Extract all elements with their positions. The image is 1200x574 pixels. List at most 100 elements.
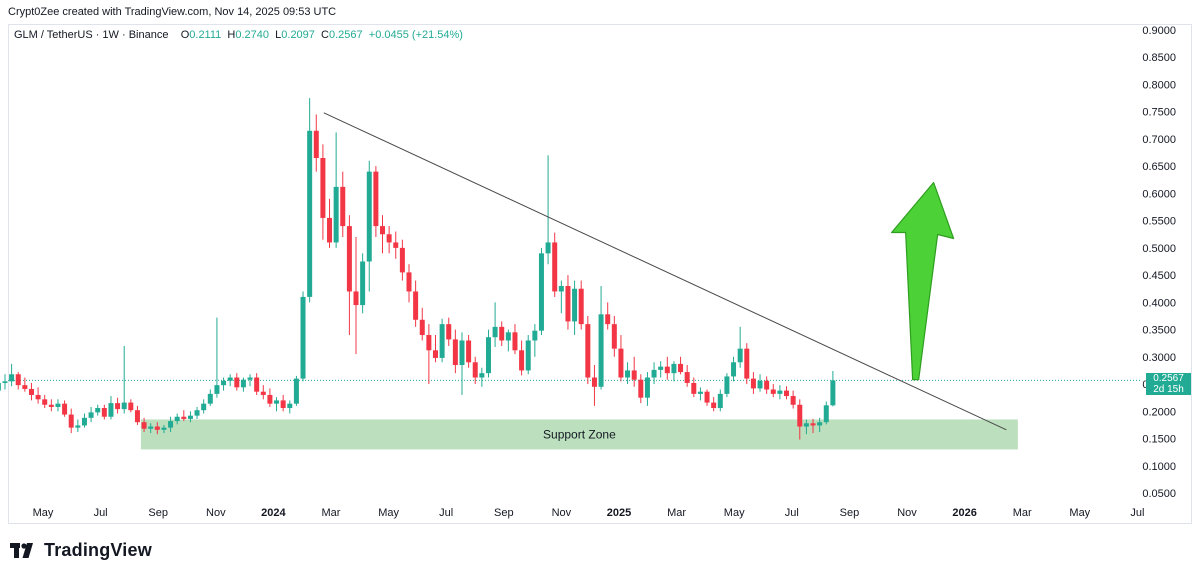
candle (432, 335, 438, 363)
x-axis-tick-label: Jul (439, 507, 453, 519)
candle-body (280, 400, 286, 409)
candle-body (492, 326, 498, 338)
candle (538, 247, 544, 336)
candle (327, 198, 333, 248)
candle-body (68, 414, 74, 428)
tradingview-logo[interactable]: TradingView (10, 540, 152, 561)
high-label: H (227, 29, 236, 41)
candle (35, 387, 41, 404)
candle-body (552, 242, 558, 292)
candle-body (81, 417, 87, 426)
candle (784, 386, 790, 400)
candle-body (353, 291, 359, 306)
x-axis-tick-label: 2026 (952, 507, 976, 519)
candle-body (240, 379, 246, 388)
candle-body (22, 385, 28, 389)
candle (426, 324, 432, 385)
candle (214, 317, 220, 398)
candle (651, 362, 657, 385)
candle-body (605, 314, 611, 325)
candle-body (459, 340, 465, 365)
candle (472, 356, 478, 385)
candle (658, 361, 664, 378)
candle (187, 411, 193, 423)
candle (293, 375, 299, 406)
candle-body (333, 186, 339, 243)
candle-body (770, 389, 776, 394)
x-axis-tick-label: Jul (785, 507, 799, 519)
candle-body (803, 423, 809, 427)
candle-body (538, 253, 544, 331)
candle (446, 317, 452, 346)
candle-body (790, 396, 796, 405)
candle-body (15, 374, 21, 386)
candle (274, 397, 280, 412)
candle-body (88, 412, 94, 418)
candle (267, 388, 273, 407)
candle (121, 345, 127, 414)
candle-body (591, 377, 597, 387)
candle (525, 335, 531, 375)
candle-body (439, 324, 445, 358)
candle-body (505, 332, 511, 341)
candle-body (320, 158, 326, 218)
candle (141, 417, 147, 432)
candle (485, 329, 491, 378)
candle-body (625, 370, 631, 378)
candle-body (221, 380, 227, 386)
candle (15, 372, 21, 390)
symbol-title[interactable]: GLM / TetherUS · 1W · Binance (14, 29, 169, 41)
candle-body (55, 403, 61, 407)
candle-body (194, 410, 200, 416)
last-price-value: 0.2567 (1153, 373, 1184, 385)
candle-body (585, 324, 591, 378)
candle (260, 385, 266, 400)
candle-body (28, 388, 34, 395)
candle (22, 377, 28, 392)
candle-body (75, 425, 81, 428)
candle-body (499, 326, 505, 341)
candle (638, 374, 644, 404)
candle-body (419, 319, 425, 336)
candle-body (0, 382, 1, 391)
x-axis-tick-label: Mar (667, 507, 686, 519)
candle (545, 155, 551, 265)
candle (790, 390, 796, 409)
candle (711, 397, 717, 412)
candle (691, 377, 697, 398)
candle (565, 275, 571, 330)
candle-body (485, 337, 491, 374)
candle-body (618, 348, 624, 378)
candle-body (386, 234, 392, 243)
candle-body (598, 314, 604, 387)
candle-body (777, 390, 783, 394)
candle-body (35, 394, 41, 400)
candle (340, 171, 346, 237)
y-axis-tick-label: 0.7000 (1142, 134, 1176, 146)
candle (320, 144, 326, 240)
candle-body (141, 422, 147, 429)
candle (2, 374, 8, 390)
x-axis-tick-label: Mar (322, 507, 341, 519)
support-zone (140, 419, 1018, 450)
candle (724, 373, 730, 398)
candle-body (664, 366, 670, 374)
candle-body (823, 405, 829, 423)
y-axis-tick-label: 0.8500 (1142, 52, 1176, 64)
candle (234, 373, 240, 391)
candle-body (711, 402, 717, 409)
candle-body (784, 390, 790, 397)
candle (578, 280, 584, 330)
candle-body (452, 339, 458, 365)
close-label: C (321, 29, 329, 41)
candle (644, 372, 650, 406)
candle-body (651, 369, 657, 378)
candle-body (327, 217, 333, 243)
candle-body (810, 423, 816, 426)
candle-body (406, 272, 412, 292)
candle (227, 374, 233, 387)
candle (810, 418, 816, 434)
candle (134, 405, 140, 425)
candle (618, 335, 624, 382)
